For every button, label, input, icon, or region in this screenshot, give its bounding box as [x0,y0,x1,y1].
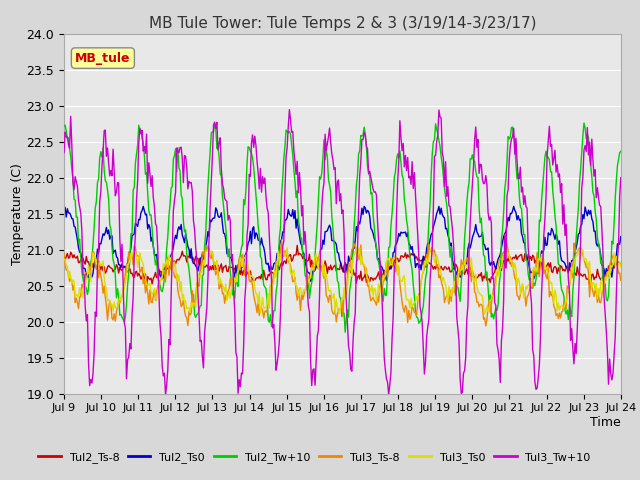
X-axis label: Time: Time [590,416,621,429]
Title: MB Tule Tower: Tule Temps 2 & 3 (3/19/14-3/23/17): MB Tule Tower: Tule Temps 2 & 3 (3/19/14… [148,16,536,31]
Y-axis label: Temperature (C): Temperature (C) [11,163,24,264]
Text: MB_tule: MB_tule [75,51,131,65]
Legend: Tul2_Ts-8, Tul2_Ts0, Tul2_Tw+10, Tul3_Ts-8, Tul3_Ts0, Tul3_Tw+10: Tul2_Ts-8, Tul2_Ts0, Tul2_Tw+10, Tul3_Ts… [34,447,595,467]
